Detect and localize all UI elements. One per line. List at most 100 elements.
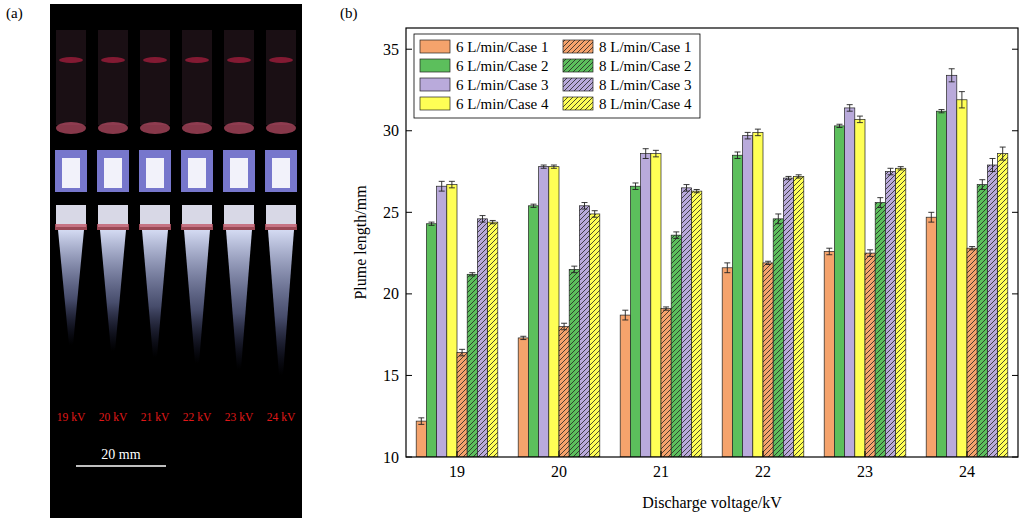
nozzle-ring	[223, 224, 255, 230]
error-cap	[429, 222, 435, 223]
x-tick	[967, 451, 968, 457]
glow	[59, 57, 83, 63]
x-tick	[559, 451, 560, 457]
error-cap	[653, 156, 659, 157]
y-tick-label: 20	[383, 285, 399, 302]
error-bar	[969, 247, 975, 250]
error-cap	[877, 207, 883, 208]
x-tick-label: 19	[449, 463, 465, 480]
error-cap	[990, 171, 996, 172]
error-bar	[1000, 147, 1006, 160]
bar	[477, 219, 487, 457]
legend-label: 6 L/min/Case 2	[456, 58, 549, 74]
error-bar	[531, 204, 537, 207]
error-bar	[551, 165, 557, 168]
bar	[539, 167, 549, 457]
legend-swatch	[563, 97, 593, 110]
error-stem	[492, 220, 493, 223]
error-stem	[859, 116, 860, 123]
error-cap	[898, 169, 904, 170]
bar	[743, 136, 753, 457]
error-bar	[459, 349, 465, 356]
error-bar	[775, 214, 781, 224]
legend-swatch	[563, 78, 593, 91]
bar	[467, 274, 477, 457]
error-bar	[694, 189, 700, 192]
bars	[416, 69, 1008, 457]
legend-swatch	[420, 59, 450, 72]
bar	[896, 168, 906, 457]
legend: 6 L/min/Case 1 6 L/min/Case 2 6 L/min/Case…	[414, 34, 700, 118]
nozzle-glow	[56, 205, 86, 227]
error-cap	[847, 111, 853, 112]
bar	[447, 185, 457, 457]
error-cap	[959, 91, 965, 92]
error-cap	[826, 248, 832, 249]
glow	[266, 122, 296, 134]
y-tick	[406, 457, 412, 458]
error-stem	[635, 183, 636, 190]
discharge	[139, 150, 171, 192]
bar	[457, 353, 467, 457]
error-cap	[663, 306, 669, 307]
voltage-label: 21 kV	[141, 411, 170, 423]
error-cap	[939, 112, 945, 113]
bar	[926, 217, 936, 457]
error-stem	[757, 129, 758, 136]
bar	[416, 421, 426, 457]
error-bar	[633, 183, 639, 190]
error-stem	[574, 266, 575, 273]
error-cap	[745, 138, 751, 139]
plume	[100, 230, 126, 351]
discharge	[97, 150, 129, 192]
error-cap	[469, 275, 475, 276]
bar	[579, 206, 589, 457]
error-cap	[561, 329, 567, 330]
bar	[641, 154, 651, 457]
error-cap	[745, 132, 751, 133]
x-tick	[661, 451, 662, 457]
discharge-core	[230, 158, 248, 188]
legend-label: 6 L/min/Case 3	[456, 77, 549, 93]
bar	[681, 188, 691, 457]
tube	[224, 30, 254, 125]
legend-label: 6 L/min/Case 1	[456, 39, 549, 55]
discharge-core	[146, 158, 164, 188]
error-stem	[553, 165, 554, 168]
error-cap	[663, 310, 669, 311]
error-stem	[961, 92, 962, 108]
error-stem	[870, 250, 871, 257]
x-tick-label: 24	[959, 463, 975, 480]
bar	[885, 172, 895, 457]
error-stem	[951, 69, 952, 82]
error-stem	[543, 165, 544, 168]
error-stem	[849, 105, 850, 112]
glow	[98, 122, 128, 134]
plume	[184, 230, 210, 363]
error-cap	[694, 192, 700, 193]
error-stem	[931, 212, 932, 222]
error-cap	[592, 210, 598, 211]
error-bar	[735, 152, 741, 159]
error-cap	[826, 254, 832, 255]
error-stem	[462, 349, 463, 356]
bar	[875, 203, 885, 457]
glow	[227, 57, 251, 63]
error-cap	[867, 249, 873, 250]
error-cap	[633, 182, 639, 183]
error-cap	[786, 176, 792, 177]
error-bar	[449, 181, 455, 188]
legend-label: 8 L/min/Case 2	[599, 58, 692, 74]
error-cap	[775, 223, 781, 224]
x-tick	[865, 451, 866, 457]
error-stem	[900, 167, 901, 170]
error-stem	[655, 150, 656, 157]
error-cap	[531, 204, 537, 205]
error-cap	[1000, 160, 1006, 161]
error-stem	[645, 149, 646, 159]
error-cap	[796, 178, 802, 179]
bar	[651, 154, 661, 457]
error-bar	[796, 175, 802, 178]
error-bar	[592, 211, 598, 218]
error-stem	[788, 176, 789, 179]
